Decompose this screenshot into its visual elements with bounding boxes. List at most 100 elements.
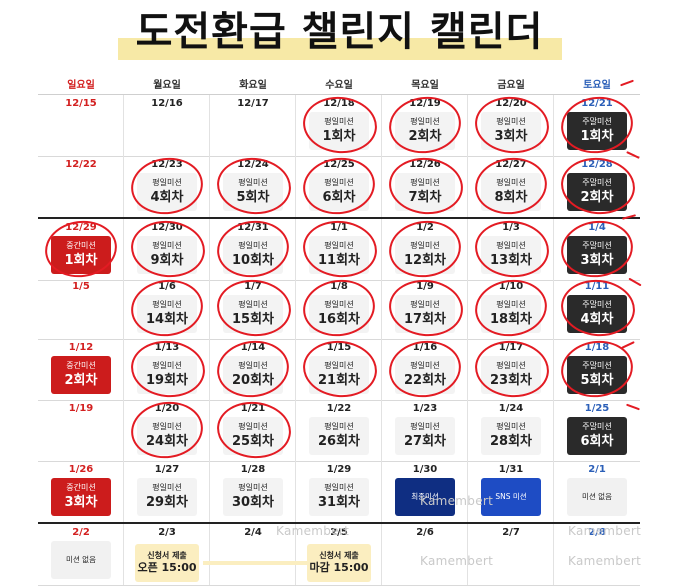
mission-card-weekend[interactable]: 주말미션 2회차 <box>567 173 627 211</box>
mission-card-weekday[interactable]: 평일미션 1회차 <box>309 112 369 150</box>
calendar-day-cell[interactable]: 1/3 평일미션 13회차 <box>468 217 554 281</box>
calendar-day-cell[interactable]: 1/11 주말미션 4회차 <box>554 276 640 340</box>
calendar-day-cell[interactable]: 12/31 평일미션 10회차 <box>210 216 296 282</box>
calendar-day-cell[interactable]: 1/24 평일미션 28회차 <box>468 400 554 461</box>
calendar-day-cell[interactable]: 12/27 평일미션 8회차 <box>468 153 554 219</box>
mission-card-weekday[interactable]: 평일미션 20회차 <box>223 356 283 394</box>
calendar-day-cell[interactable]: 12/25 평일미션 6회차 <box>296 153 382 219</box>
mission-card-weekday[interactable]: 평일미션 21회차 <box>309 356 369 394</box>
calendar-day-cell[interactable]: 2/7 <box>468 524 554 585</box>
calendar-day-cell[interactable]: 2/8 <box>554 524 640 585</box>
mission-card-weekend[interactable]: 주말미션 5회차 <box>567 356 627 394</box>
calendar-day-cell[interactable]: 2/6 <box>382 524 468 585</box>
calendar-day-cell[interactable]: 1/27 평일미션 29회차 <box>124 461 210 522</box>
calendar-day-cell[interactable]: 1/26 중간미션 3회차 <box>38 461 124 522</box>
mission-card-weekday[interactable]: 평일미션 17회차 <box>395 295 455 333</box>
calendar-day-cell[interactable]: 1/14 평일미션 20회차 <box>210 336 296 402</box>
calendar-day-cell[interactable]: 1/6 평일미션 14회차 <box>124 275 210 341</box>
calendar-day-cell[interactable]: 12/16 <box>124 95 210 156</box>
mission-card-weekday[interactable]: 평일미션 2회차 <box>395 112 455 150</box>
mission-card-weekday[interactable]: 평일미션 24회차 <box>137 417 197 455</box>
calendar-day-cell[interactable]: 1/12 중간미션 2회차 <box>38 339 124 400</box>
calendar-day-cell[interactable]: 1/15 평일미션 21회차 <box>296 337 382 401</box>
mission-card-weekday[interactable]: 평일미션 9회차 <box>137 236 197 274</box>
mission-card-weekday[interactable]: 평일미션 3회차 <box>481 112 541 150</box>
calendar-day-cell[interactable]: 1/22 평일미션 26회차 <box>296 400 382 461</box>
mission-card-weekday[interactable]: 평일미션 8회차 <box>481 173 541 211</box>
calendar-day-cell[interactable]: 1/1 평일미션 11회차 <box>296 217 382 281</box>
calendar-day-cell[interactable]: 1/23 평일미션 27회차 <box>382 400 468 461</box>
mission-card-weekday[interactable]: 평일미션 29회차 <box>137 478 197 516</box>
mission-card-weekday[interactable]: 평일미션 15회차 <box>223 295 283 333</box>
calendar-day-cell[interactable]: 1/20 평일미션 24회차 <box>124 397 210 463</box>
calendar-day-cell[interactable]: 1/17 평일미션 23회차 <box>468 337 554 401</box>
mission-card-weekend[interactable]: 주말미션 1회차 <box>567 112 627 150</box>
mission-card-midterm[interactable]: 중간미션 2회차 <box>51 356 111 394</box>
mission-card-weekday[interactable]: 평일미션 23회차 <box>481 356 541 394</box>
mission-card-weekday[interactable]: 평일미션 18회차 <box>481 295 541 333</box>
mission-card-weekday[interactable]: 평일미션 7회차 <box>395 173 455 211</box>
mission-card-weekday[interactable]: 평일미션 5회차 <box>223 173 283 211</box>
mission-card-sns[interactable]: SNS 미션 <box>481 478 541 516</box>
calendar-day-cell[interactable]: 2/5 <box>296 524 382 585</box>
mission-card-empty[interactable]: 미션 없음 <box>567 478 627 516</box>
mission-card-weekday[interactable]: 평일미션 16회차 <box>309 295 369 333</box>
calendar-day-cell[interactable]: 2/1 미션 없음 <box>554 461 640 522</box>
calendar-day-cell[interactable]: 2/4 <box>210 524 296 585</box>
mission-card-midterm[interactable]: 중간미션 3회차 <box>51 478 111 516</box>
calendar-day-cell[interactable]: 12/20 평일미션 3회차 <box>468 93 554 157</box>
mission-card-weekday[interactable]: 평일미션 19회차 <box>137 356 197 394</box>
calendar-day-cell[interactable]: 1/2 평일미션 12회차 <box>382 216 468 282</box>
mission-card-weekend[interactable]: 주말미션 3회차 <box>567 236 627 274</box>
mission-card-weekday[interactable]: 평일미션 22회차 <box>395 356 455 394</box>
calendar-day-cell[interactable]: 12/22 <box>38 156 124 217</box>
mission-card-weekday[interactable]: 평일미션 26회차 <box>309 417 369 455</box>
calendar-day-cell[interactable]: 12/15 <box>38 95 124 156</box>
calendar-day-cell[interactable]: 12/17 <box>210 95 296 156</box>
calendar-day-cell[interactable]: 12/30 평일미션 9회차 <box>124 217 210 281</box>
calendar-day-cell[interactable]: 1/8 평일미션 16회차 <box>296 275 382 341</box>
mission-card-weekday[interactable]: 평일미션 13회차 <box>481 236 541 274</box>
calendar-day-cell[interactable]: 1/31 SNS 미션 <box>468 461 554 522</box>
calendar-day-cell[interactable]: 2/2 미션 없음 <box>38 524 124 585</box>
calendar-day-cell[interactable]: 12/23 평일미션 4회차 <box>124 153 210 219</box>
application-close-card[interactable]: 신청서 제출 마감 15:00 <box>307 544 371 582</box>
mission-card-empty[interactable]: 미션 없음 <box>51 541 111 579</box>
mission-card-weekday[interactable]: 평일미션 27회차 <box>395 417 455 455</box>
calendar-day-cell[interactable]: 12/29 중간미션 1회차 <box>38 216 124 282</box>
application-open-card[interactable]: 신청서 제출 오픈 15:00 <box>135 544 199 582</box>
calendar-day-cell[interactable]: 12/18 평일미션 1회차 <box>296 93 382 157</box>
calendar-day-cell[interactable]: 1/13 평일미션 19회차 <box>124 337 210 401</box>
mission-card-weekday[interactable]: 평일미션 11회차 <box>309 236 369 274</box>
calendar-day-cell[interactable]: 1/16 평일미션 22회차 <box>382 336 468 402</box>
calendar-day-cell[interactable]: 1/30 최종미션 <box>382 461 468 522</box>
calendar-day-cell[interactable]: 1/9 평일미션 17회차 <box>382 276 468 340</box>
mission-card-weekday[interactable]: 평일미션 28회차 <box>481 417 541 455</box>
calendar-day-cell[interactable]: 1/29 평일미션 31회차 <box>296 461 382 522</box>
mission-card-weekday[interactable]: 평일미션 14회차 <box>137 295 197 333</box>
mission-card-weekday[interactable]: 평일미션 31회차 <box>309 478 369 516</box>
mission-card-midterm[interactable]: 중간미션 1회차 <box>51 236 111 274</box>
calendar-day-cell[interactable]: 12/24 평일미션 5회차 <box>210 154 296 218</box>
calendar-day-cell[interactable]: 12/19 평일미션 2회차 <box>382 92 468 158</box>
mission-card-weekend[interactable]: 주말미션 4회차 <box>567 295 627 333</box>
calendar-day-cell[interactable]: 12/28 주말미션 2회차 <box>554 154 640 218</box>
mission-card-weekday[interactable]: 평일미션 30회차 <box>223 478 283 516</box>
calendar-day-cell[interactable]: 1/25 주말미션 6회차 <box>554 400 640 461</box>
mission-card-weekday[interactable]: 평일미션 4회차 <box>137 173 197 211</box>
mission-card-weekday[interactable]: 평일미션 10회차 <box>223 236 283 274</box>
calendar-day-cell[interactable]: 1/18 주말미션 5회차 <box>554 336 640 402</box>
mission-card-weekday[interactable]: 평일미션 25회차 <box>223 417 283 455</box>
calendar-day-cell[interactable]: 12/21 주말미션 1회차 <box>554 92 640 158</box>
calendar-day-cell[interactable]: 1/10 평일미션 18회차 <box>468 275 554 341</box>
mission-card-weekday[interactable]: 평일미션 6회차 <box>309 173 369 211</box>
calendar-day-cell[interactable]: 1/7 평일미션 15회차 <box>210 276 296 340</box>
mission-card-weekend[interactable]: 주말미션 6회차 <box>567 417 627 455</box>
mission-card-weekday[interactable]: 평일미션 12회차 <box>395 236 455 274</box>
calendar-day-cell[interactable]: 1/28 평일미션 30회차 <box>210 461 296 522</box>
calendar-day-cell[interactable]: 2/3 <box>124 524 210 585</box>
calendar-day-cell[interactable]: 1/19 <box>38 400 124 461</box>
calendar-day-cell[interactable]: 1/21 평일미션 25회차 <box>210 398 296 462</box>
calendar-day-cell[interactable]: 12/26 평일미션 7회차 <box>382 154 468 218</box>
mission-card-final[interactable]: 최종미션 <box>395 478 455 516</box>
